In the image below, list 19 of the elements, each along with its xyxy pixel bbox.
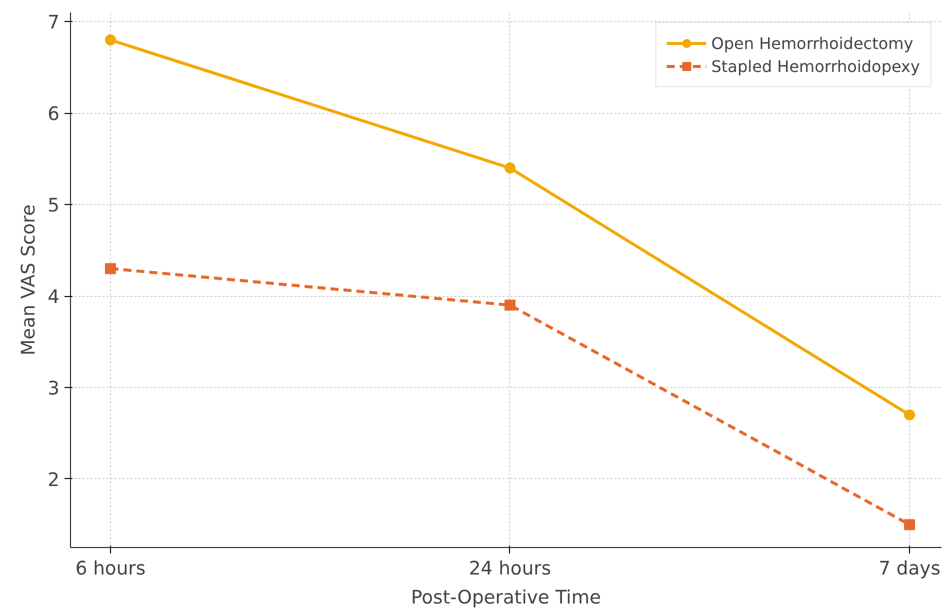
- point: [904, 519, 916, 530]
- x-tick-label: 7 days: [878, 558, 940, 580]
- y-axis-title: Mean VAS Score: [18, 204, 40, 356]
- y-tick-label: 4: [48, 287, 60, 308]
- legend-label: Open Hemorrhoidectomy: [711, 34, 914, 52]
- y-tick-label: 3: [48, 378, 60, 400]
- y-tick-label: 2: [48, 470, 60, 491]
- y-tick-label: 5: [48, 196, 60, 217]
- x-axis-title: Post-Operative Time: [411, 588, 601, 608]
- y-tick-label: 6: [48, 104, 60, 126]
- y-tick-label: 7: [48, 12, 60, 34]
- point: [104, 263, 116, 274]
- point: [104, 34, 116, 46]
- point: [504, 162, 516, 174]
- x-tick-label: 6 hours: [75, 558, 146, 580]
- point: [904, 409, 916, 420]
- point: [504, 300, 516, 311]
- legend-label: Stapled Hemorrhoidopexy: [711, 56, 920, 76]
- x-tick-label: 24 hours: [468, 558, 552, 580]
